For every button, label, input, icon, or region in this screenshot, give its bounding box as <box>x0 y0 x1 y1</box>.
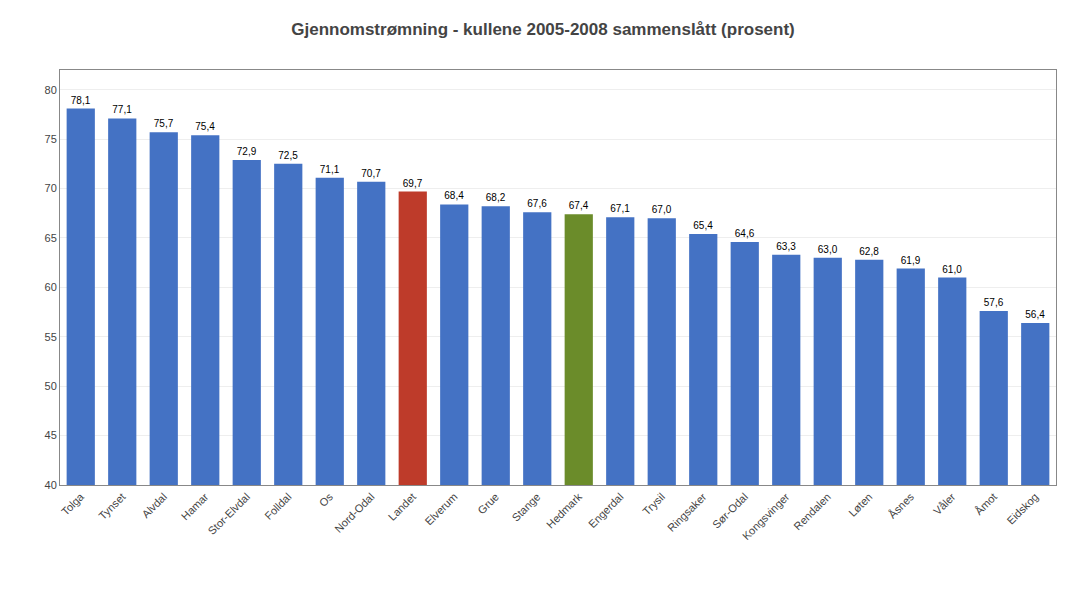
svg-text:60: 60 <box>45 281 57 293</box>
svg-text:Alvdal: Alvdal <box>139 491 169 521</box>
svg-text:45: 45 <box>45 429 57 441</box>
svg-text:Tynset: Tynset <box>96 491 127 522</box>
svg-text:80: 80 <box>45 84 57 96</box>
svg-text:Nord-Odal: Nord-Odal <box>332 491 376 535</box>
svg-text:Os: Os <box>317 490 336 509</box>
svg-text:Landet: Landet <box>386 491 418 523</box>
svg-text:50: 50 <box>45 380 57 392</box>
svg-text:Eidskog: Eidskog <box>1004 491 1040 527</box>
svg-text:55: 55 <box>45 331 57 343</box>
svg-text:72,9: 72,9 <box>237 146 257 157</box>
svg-text:64,6: 64,6 <box>735 228 755 239</box>
svg-text:Stange: Stange <box>509 491 542 524</box>
svg-text:Grue: Grue <box>475 491 501 517</box>
svg-text:70,7: 70,7 <box>361 168 381 179</box>
svg-text:67,4: 67,4 <box>569 200 589 211</box>
svg-text:Kongsvinger: Kongsvinger <box>740 490 792 542</box>
svg-text:Tolga: Tolga <box>59 490 87 518</box>
svg-text:Ringsaker: Ringsaker <box>665 490 709 534</box>
svg-text:Våler: Våler <box>931 490 958 517</box>
svg-text:Åsnes: Åsnes <box>886 490 916 520</box>
svg-text:56,4: 56,4 <box>1025 309 1045 320</box>
svg-text:75: 75 <box>45 133 57 145</box>
svg-text:57,6: 57,6 <box>984 297 1004 308</box>
svg-text:61,0: 61,0 <box>942 264 962 275</box>
svg-text:63,3: 63,3 <box>776 241 796 252</box>
svg-text:67,6: 67,6 <box>527 198 547 209</box>
svg-text:Sør-Odal: Sør-Odal <box>710 491 750 531</box>
svg-text:65: 65 <box>45 232 57 244</box>
svg-text:40: 40 <box>45 479 57 491</box>
svg-text:68,4: 68,4 <box>444 190 464 201</box>
svg-text:65,4: 65,4 <box>693 220 713 231</box>
svg-text:69,7: 69,7 <box>403 178 423 189</box>
svg-text:Folldal: Folldal <box>262 491 293 522</box>
svg-text:75,7: 75,7 <box>154 118 174 129</box>
svg-text:63,0: 63,0 <box>818 244 838 255</box>
svg-text:77,1: 77,1 <box>112 104 132 115</box>
svg-text:Engerdal: Engerdal <box>586 491 626 531</box>
svg-text:Elverum: Elverum <box>423 491 460 528</box>
svg-text:78,1: 78,1 <box>71 95 91 106</box>
svg-text:70: 70 <box>45 182 57 194</box>
svg-text:72,5: 72,5 <box>278 150 298 161</box>
svg-text:62,8: 62,8 <box>859 246 879 257</box>
svg-text:Rendalen: Rendalen <box>791 491 833 533</box>
svg-text:67,1: 67,1 <box>610 203 630 214</box>
svg-text:61,9: 61,9 <box>901 255 921 266</box>
svg-text:Hedmark: Hedmark <box>544 490 584 530</box>
svg-text:Gjennomstrømning - kullene 200: Gjennomstrømning - kullene 2005-2008 sam… <box>291 20 795 39</box>
svg-text:Trysil: Trysil <box>640 491 667 518</box>
svg-text:67,0: 67,0 <box>652 204 672 215</box>
svg-text:Stor-Elvdal: Stor-Elvdal <box>206 491 253 538</box>
svg-text:75,4: 75,4 <box>195 121 215 132</box>
svg-text:68,2: 68,2 <box>486 192 506 203</box>
svg-text:Åmot: Åmot <box>972 491 999 518</box>
svg-text:Hamar: Hamar <box>179 490 211 522</box>
svg-text:71,1: 71,1 <box>320 164 340 175</box>
svg-text:Løten: Løten <box>846 491 874 519</box>
